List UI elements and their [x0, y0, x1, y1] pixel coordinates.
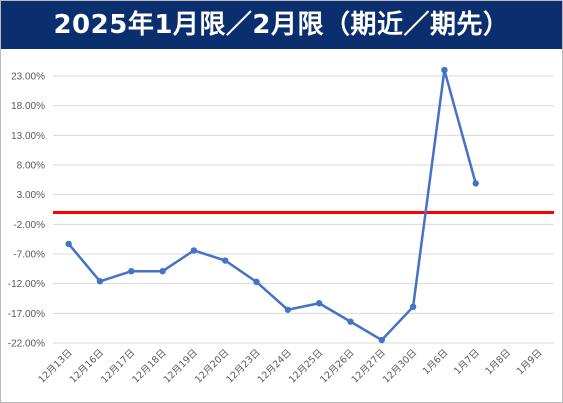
y-tick-label: 3.00%: [17, 190, 45, 201]
x-tick-label: 1月7日: [452, 347, 482, 377]
data-point: [441, 66, 448, 74]
y-tick-label: -22.00%: [8, 339, 45, 350]
data-point: [472, 180, 479, 187]
y-tick-label: -2.00%: [13, 220, 45, 231]
data-point: [315, 300, 323, 307]
y-tick-label: 23.00%: [11, 72, 45, 83]
x-tick-label: 1月8日: [483, 347, 513, 377]
x-tick-label: 1月9日: [515, 347, 545, 377]
data-point: [65, 240, 72, 248]
data-point: [128, 268, 135, 275]
data-point: [284, 306, 292, 313]
x-tick-label: 12月30日: [381, 347, 419, 385]
data-point: [190, 247, 198, 254]
data-point: [347, 318, 354, 325]
data-point: [222, 257, 229, 264]
y-tick-label: -12.00%: [8, 279, 45, 290]
x-tick-label: 1月6日: [421, 347, 451, 377]
y-tick-label: 18.00%: [11, 101, 45, 112]
data-point: [253, 278, 260, 286]
data-point: [378, 336, 385, 344]
series-line: [67, 68, 477, 342]
line-chart: 23.00% 18.00% 13.00% 8.00% 3.00% -2.00% -7.00%…: [8, 66, 554, 386]
y-tick-label: -7.00%: [13, 250, 45, 261]
data-point: [409, 303, 417, 311]
data-point: [159, 268, 166, 275]
data-point: [96, 278, 104, 285]
chart-title: 2025年1月限／2月限（期近／期先）: [53, 10, 510, 40]
title-bar: [1, 1, 562, 49]
y-tick-label: 8.00%: [17, 161, 45, 172]
y-tick-label: 13.00%: [11, 131, 45, 142]
y-tick-label: -17.00%: [8, 309, 45, 320]
